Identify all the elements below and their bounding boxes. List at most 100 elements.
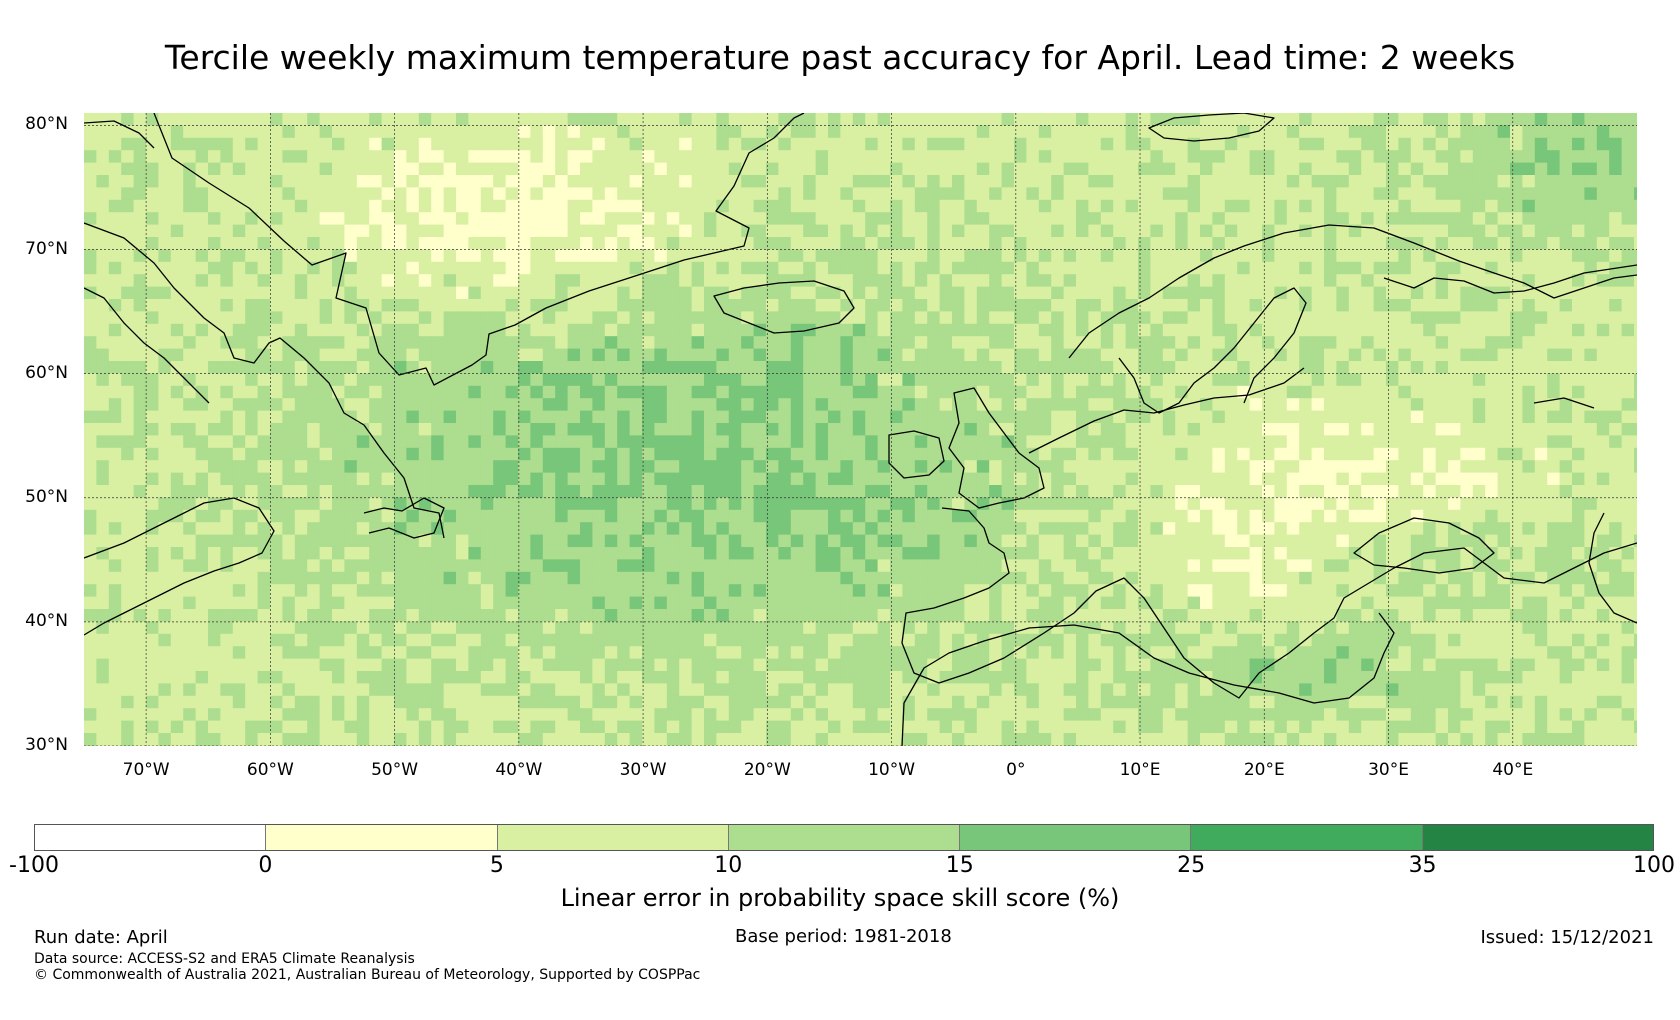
grid-cell [1262, 199, 1275, 213]
grid-cell [1324, 435, 1337, 449]
grid-cell [592, 261, 606, 275]
grid-cell [1175, 261, 1189, 275]
grid-cell [1249, 571, 1263, 585]
grid-cell [133, 547, 147, 560]
grid-cell [443, 274, 457, 288]
grid-cell [468, 435, 482, 449]
grid-cell [604, 150, 618, 164]
grid-cell [1596, 113, 1610, 126]
grid-cell [1559, 150, 1573, 164]
grid-cell [828, 534, 841, 548]
grid-cell [344, 485, 358, 498]
grid-cell [1100, 323, 1114, 337]
grid-cell [604, 472, 618, 486]
grid-cell [580, 460, 593, 474]
grid-cell [927, 150, 941, 164]
grid-cell [592, 522, 606, 536]
grid-cell [530, 286, 544, 300]
grid-cell [406, 522, 420, 536]
grid-cell [927, 299, 941, 312]
grid-cell [356, 460, 370, 474]
grid-cell [1410, 485, 1424, 498]
grid-cell [344, 311, 358, 325]
grid-cell [728, 410, 742, 424]
grid-cell [728, 584, 742, 598]
grid-cell [592, 274, 606, 288]
grid-cell [1534, 547, 1548, 560]
grid-cell [1522, 212, 1536, 226]
grid-cell [1559, 472, 1573, 486]
grid-cell [803, 237, 817, 250]
grid-cell [902, 224, 916, 238]
grid-cell [691, 336, 705, 350]
grid-cell [840, 373, 854, 387]
grid-cell [1014, 509, 1027, 523]
grid-cell [1373, 423, 1387, 436]
grid-cell [1088, 336, 1102, 350]
grid-cell [530, 137, 544, 151]
grid-cell [865, 485, 879, 498]
grid-cell [1510, 547, 1523, 560]
grid-cell [580, 323, 593, 337]
grid-cell [964, 373, 978, 387]
grid-cell [592, 596, 606, 610]
grid-cell [1001, 584, 1015, 598]
grid-cell [1410, 261, 1424, 275]
grid-cell [183, 584, 197, 598]
grid-cell [1361, 410, 1375, 424]
grid-cell [890, 584, 903, 598]
grid-cell [1113, 485, 1127, 498]
grid-cell [493, 199, 507, 213]
grid-cell [84, 199, 97, 213]
grid-cell [1485, 559, 1499, 573]
grid-cell [1423, 559, 1437, 573]
grid-cell [1547, 336, 1561, 350]
grid-cell [294, 447, 308, 461]
grid-cell [902, 113, 916, 126]
grid-cell [245, 596, 259, 610]
grid-cell [741, 534, 755, 548]
grid-cell [294, 137, 308, 151]
grid-cell [604, 423, 618, 436]
grid-cell [468, 534, 482, 548]
grid-cell [208, 212, 221, 226]
grid-cell [914, 497, 928, 511]
grid-cell [344, 509, 358, 523]
grid-cell [1460, 435, 1474, 449]
grid-cell [1336, 423, 1350, 436]
grid-cell [1299, 137, 1313, 151]
grid-cell [1497, 522, 1511, 536]
grid-cell [1200, 522, 1213, 536]
grid-cell [1224, 175, 1238, 188]
grid-cell [133, 162, 147, 176]
grid-cell [518, 497, 531, 511]
grid-cell [989, 423, 1003, 436]
grid-cell [617, 447, 631, 461]
grid-cell [1448, 373, 1461, 387]
grid-cell [1634, 249, 1637, 263]
grid-cell [208, 485, 221, 498]
grid-cell [121, 249, 135, 263]
grid-cell [567, 571, 581, 585]
grid-cell [158, 224, 172, 238]
grid-cell [1051, 423, 1065, 436]
grid-cell [914, 162, 928, 176]
grid-cell [1596, 212, 1610, 226]
grid-cell [344, 286, 358, 300]
grid-cell [1311, 125, 1325, 139]
grid-cell [307, 485, 321, 498]
grid-cell [133, 286, 147, 300]
grid-cell [1510, 435, 1523, 449]
grid-cell [294, 497, 308, 511]
grid-cell [815, 348, 829, 362]
grid-cell [1162, 559, 1176, 573]
grid-cell [1249, 150, 1263, 164]
grid-cell [468, 559, 482, 573]
grid-cell [1534, 460, 1548, 474]
grid-cell [1014, 385, 1027, 399]
grid-cell [766, 447, 779, 461]
grid-cell [1100, 509, 1114, 523]
grid-cell [890, 336, 903, 350]
grid-cell [1534, 212, 1548, 226]
grid-cell [865, 261, 879, 275]
